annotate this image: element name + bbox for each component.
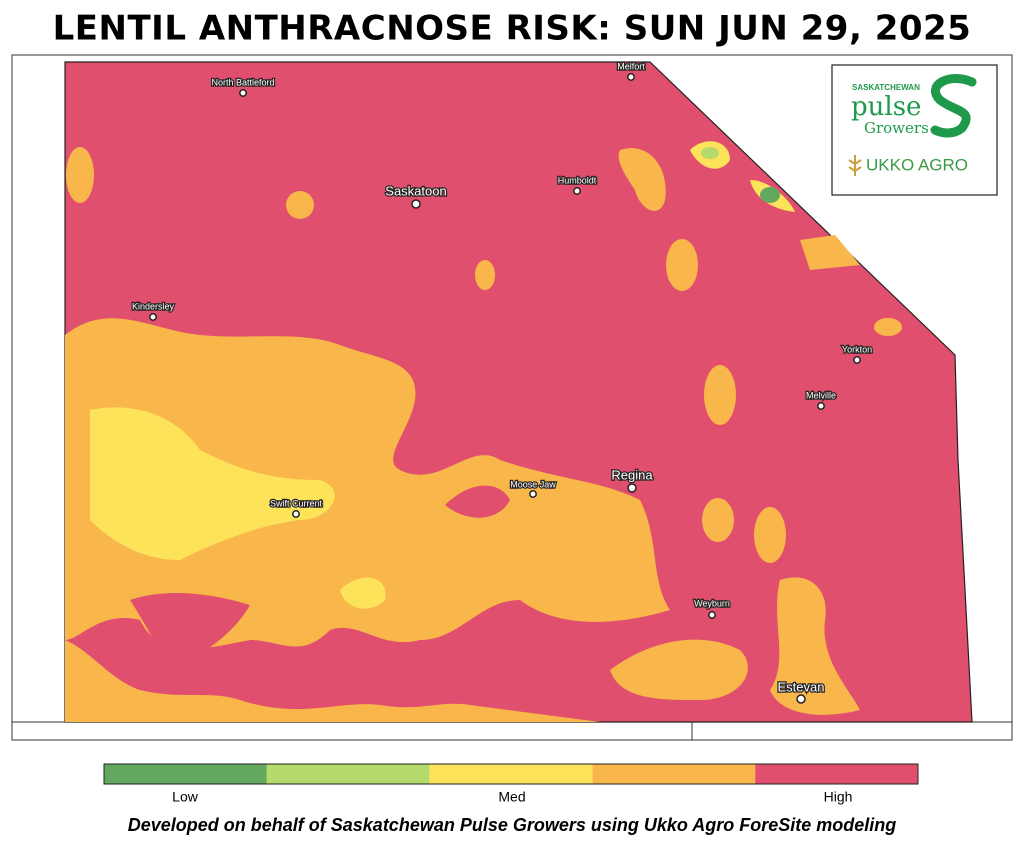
medium-risk-area bbox=[754, 507, 786, 563]
legend-swatch bbox=[266, 764, 430, 784]
city-dot bbox=[853, 356, 861, 364]
logo-text: pulse bbox=[851, 92, 921, 122]
city-dot bbox=[817, 402, 825, 410]
city-label: Regina bbox=[611, 467, 653, 482]
city-label: Melville bbox=[806, 390, 836, 400]
city-dot bbox=[149, 313, 157, 321]
city-label: Melfort bbox=[617, 61, 645, 71]
city-label: Yorkton bbox=[842, 344, 872, 354]
medium-risk-area bbox=[286, 191, 314, 219]
low-medium-area bbox=[340, 577, 386, 609]
medium-risk-area bbox=[702, 498, 734, 542]
logo-box bbox=[831, 64, 998, 196]
city-label: Estevan bbox=[778, 679, 825, 694]
medium-risk-area bbox=[618, 148, 666, 211]
city-dot bbox=[708, 611, 716, 619]
city-dot bbox=[529, 490, 537, 498]
medium-risk-area bbox=[66, 147, 94, 203]
city-layer: North Battleford Melfort Saskatoon Humboldt… bbox=[131, 60, 873, 704]
footer: Developed on behalf of Saskatchewan Puls… bbox=[128, 815, 897, 835]
city-label: Humboldt bbox=[558, 175, 597, 185]
medium-risk-area bbox=[65, 318, 670, 649]
city-dot bbox=[796, 694, 806, 704]
city-dot bbox=[627, 73, 635, 81]
city-label: Moose Jaw bbox=[510, 479, 556, 489]
city-dot bbox=[573, 187, 581, 195]
logo-text: UKKO AGRO bbox=[866, 155, 968, 174]
legend-label: Low bbox=[172, 789, 199, 805]
medium-risk-area bbox=[610, 639, 748, 700]
high-risk-area bbox=[445, 485, 510, 518]
legend-swatch bbox=[429, 764, 593, 784]
medium-risk-area bbox=[874, 318, 902, 336]
low-medium-area bbox=[90, 407, 335, 560]
city-dot bbox=[627, 483, 637, 493]
city-label: Kindersley bbox=[132, 301, 175, 311]
high-risk-area bbox=[130, 593, 250, 670]
medium-risk-area bbox=[65, 640, 600, 722]
legend: Low Med High bbox=[103, 763, 919, 805]
medium-risk-area bbox=[800, 235, 860, 270]
city-label: Swift Current bbox=[270, 498, 323, 508]
city-dot bbox=[411, 199, 421, 209]
medium-risk-area bbox=[666, 239, 698, 291]
logo-text: Growers bbox=[864, 119, 929, 137]
low-area bbox=[701, 147, 719, 159]
title: LENTIL ANTHRACNOSE RISK: SUN JUN 29, 202… bbox=[53, 9, 972, 49]
logo-icon bbox=[848, 155, 862, 176]
medium-risk-area bbox=[475, 260, 495, 290]
city-dot bbox=[292, 510, 300, 518]
medium-risk-area bbox=[770, 577, 860, 715]
legend-label: Med bbox=[498, 789, 525, 805]
legend-swatch bbox=[104, 764, 267, 784]
city-label: Weyburn bbox=[694, 598, 730, 608]
logo-mark bbox=[930, 74, 977, 138]
medium-risk-area bbox=[704, 365, 736, 425]
logo-text: SASKATCHEWAN bbox=[852, 83, 920, 92]
city-label: North Battleford bbox=[211, 77, 274, 87]
low-area bbox=[760, 187, 780, 203]
legend-swatch bbox=[592, 764, 756, 784]
city-label: Saskatoon bbox=[385, 183, 446, 198]
legend-swatch bbox=[755, 764, 918, 784]
legend-label: High bbox=[824, 789, 853, 805]
legend-border bbox=[103, 763, 919, 785]
city-dot bbox=[239, 89, 247, 97]
